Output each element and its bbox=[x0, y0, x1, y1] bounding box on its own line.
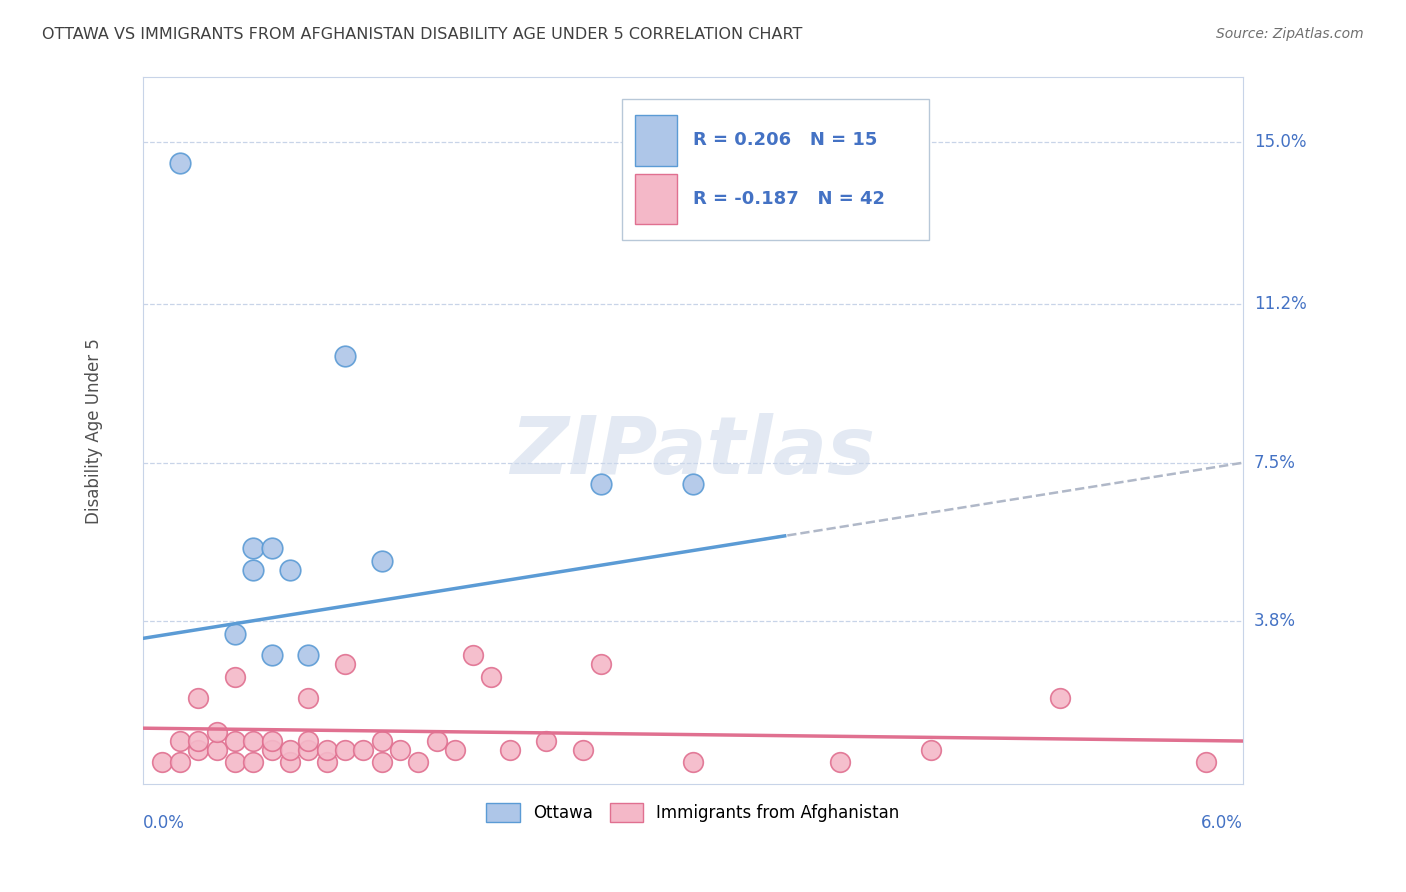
Point bbox=[333, 349, 356, 363]
Point bbox=[315, 742, 337, 756]
Point bbox=[297, 742, 319, 756]
Point bbox=[444, 742, 467, 756]
Text: R = 0.206   N = 15: R = 0.206 N = 15 bbox=[693, 131, 877, 149]
Text: Disability Age Under 5: Disability Age Under 5 bbox=[84, 338, 103, 524]
Point bbox=[278, 742, 301, 756]
Point bbox=[224, 670, 246, 684]
Point bbox=[242, 734, 264, 748]
Point bbox=[333, 657, 356, 671]
Text: OTTAWA VS IMMIGRANTS FROM AFGHANISTAN DISABILITY AGE UNDER 5 CORRELATION CHART: OTTAWA VS IMMIGRANTS FROM AFGHANISTAN DI… bbox=[42, 27, 803, 42]
Point bbox=[370, 756, 392, 770]
Text: 6.0%: 6.0% bbox=[1201, 814, 1243, 832]
Text: 7.5%: 7.5% bbox=[1254, 454, 1296, 472]
FancyBboxPatch shape bbox=[634, 115, 676, 166]
Point bbox=[499, 742, 522, 756]
Point bbox=[260, 734, 283, 748]
Text: 0.0%: 0.0% bbox=[143, 814, 186, 832]
Point bbox=[315, 756, 337, 770]
Point bbox=[297, 734, 319, 748]
Point bbox=[150, 756, 173, 770]
Point bbox=[297, 648, 319, 663]
Point bbox=[169, 756, 191, 770]
Point bbox=[205, 742, 228, 756]
Point bbox=[406, 756, 429, 770]
Point bbox=[591, 657, 613, 671]
Point bbox=[224, 756, 246, 770]
Text: 3.8%: 3.8% bbox=[1254, 612, 1296, 630]
Point bbox=[187, 734, 209, 748]
Point bbox=[682, 477, 704, 491]
Point bbox=[682, 756, 704, 770]
Point bbox=[278, 563, 301, 577]
Point bbox=[370, 734, 392, 748]
Point bbox=[920, 742, 942, 756]
Text: ZIPatlas: ZIPatlas bbox=[510, 413, 876, 491]
Point bbox=[463, 648, 485, 663]
Point bbox=[260, 742, 283, 756]
Point bbox=[425, 734, 447, 748]
Point bbox=[224, 734, 246, 748]
Point bbox=[370, 554, 392, 568]
Point bbox=[169, 734, 191, 748]
Point bbox=[242, 563, 264, 577]
Point bbox=[481, 670, 503, 684]
Point bbox=[260, 541, 283, 556]
Point bbox=[169, 156, 191, 170]
Legend: Ottawa, Immigrants from Afghanistan: Ottawa, Immigrants from Afghanistan bbox=[479, 796, 907, 829]
Point bbox=[333, 742, 356, 756]
Point bbox=[242, 541, 264, 556]
Point bbox=[187, 742, 209, 756]
Text: Source: ZipAtlas.com: Source: ZipAtlas.com bbox=[1216, 27, 1364, 41]
Point bbox=[278, 756, 301, 770]
Point bbox=[591, 477, 613, 491]
Point bbox=[572, 742, 595, 756]
Point bbox=[352, 742, 374, 756]
Point bbox=[297, 691, 319, 706]
Point bbox=[388, 742, 411, 756]
Point bbox=[1195, 756, 1218, 770]
FancyBboxPatch shape bbox=[621, 99, 929, 240]
Point bbox=[536, 734, 558, 748]
Point bbox=[260, 648, 283, 663]
Text: 15.0%: 15.0% bbox=[1254, 133, 1306, 151]
Point bbox=[828, 756, 851, 770]
Point bbox=[187, 691, 209, 706]
Point bbox=[205, 725, 228, 739]
Text: 11.2%: 11.2% bbox=[1254, 295, 1306, 313]
FancyBboxPatch shape bbox=[634, 174, 676, 225]
Point bbox=[242, 756, 264, 770]
Text: R = -0.187   N = 42: R = -0.187 N = 42 bbox=[693, 190, 884, 208]
Point bbox=[1049, 691, 1071, 706]
Point bbox=[224, 627, 246, 641]
